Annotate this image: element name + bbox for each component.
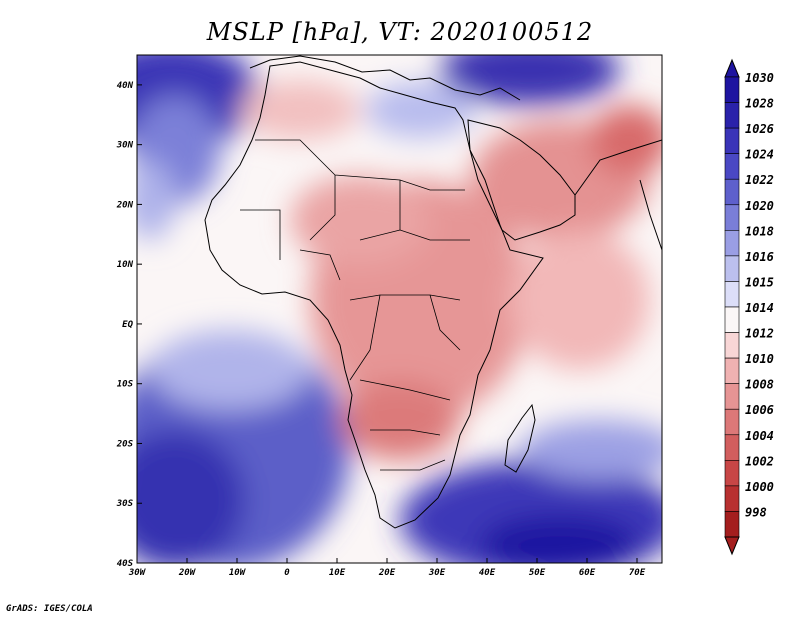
pressure-field	[137, 55, 662, 563]
caspian-high	[440, 55, 620, 105]
persia-low	[590, 105, 662, 175]
colorbar-swatch	[724, 306, 740, 333]
colorbar-swatch	[724, 485, 740, 512]
colorbar-label: 1014	[745, 301, 774, 315]
arabian-sea-field	[510, 230, 650, 370]
lon-tick-label: 60E	[579, 568, 596, 578]
map-frame	[136, 54, 663, 564]
colorbar-swatch	[724, 408, 740, 436]
colorbar-swatch	[724, 230, 740, 257]
lon-tick-label: 20W	[178, 568, 197, 578]
colorbar-swatch	[724, 153, 740, 180]
colorbar-swatch	[724, 102, 740, 129]
lat-tick-label: EQ	[122, 320, 133, 330]
colorbar-label: 1022	[745, 173, 774, 187]
lon-tick-label: 20E	[378, 568, 396, 578]
lon-tick-label: 0	[284, 568, 290, 578]
lat-tick-label: 10S	[117, 380, 134, 390]
south-atlantic-fringe	[150, 330, 310, 410]
colorbar-swatch	[724, 76, 740, 103]
south-atlantic-core	[137, 430, 245, 563]
colorbar-swatch	[724, 383, 740, 410]
colorbar-label: 1018	[745, 224, 774, 238]
africa-coastline	[204, 61, 544, 529]
colorbar-label: 1002	[745, 454, 774, 468]
latitude-axis: 40N 30N 20N 10N EQ 10S 20S 30S 40S	[116, 81, 142, 569]
colorbar-label: 1026	[745, 122, 774, 136]
lon-tick-label: 70E	[629, 568, 646, 578]
colorbar-swatch	[724, 511, 740, 538]
colorbar-swatch	[724, 357, 740, 384]
colorbar-label: 1006	[745, 403, 774, 417]
lon-tick-label: 10E	[329, 568, 346, 578]
southern-africa-low	[340, 380, 460, 460]
colorbar-label: 1015	[745, 275, 774, 289]
colorbar-swatch	[724, 460, 740, 487]
colorbar-swatch	[724, 332, 740, 359]
lat-tick-label: 40N	[117, 81, 134, 91]
lon-tick-label: 50E	[529, 568, 546, 578]
colorbar-swatch	[724, 178, 740, 206]
north-africa-field	[240, 80, 360, 140]
lat-tick-label: 30S	[116, 499, 134, 509]
colorbar-max-arrow	[724, 58, 740, 78]
colorbar-label: 1030	[745, 71, 774, 85]
lat-tick-label: 10N	[117, 260, 134, 270]
colorbar-label: 1028	[745, 97, 774, 111]
atlantic-high-edge	[137, 160, 175, 240]
colorbar-label: 1016	[745, 250, 774, 264]
credit-text: GrADS: IGES/COLA	[6, 604, 93, 614]
arabia-coastline	[467, 119, 576, 241]
colorbar-label: 1010	[745, 352, 774, 366]
indian-ocean-fringe	[520, 420, 662, 480]
colorbar: 1030 1028 1026 1024 1022 1020 1018 1016 1015 1014…	[724, 58, 774, 556]
colorbar-label: 1012	[745, 327, 774, 341]
lat-tick-label: 20S	[116, 439, 134, 449]
coastlines	[204, 55, 662, 529]
lon-tick-label: 30E	[428, 568, 446, 578]
lat-tick-label: 20N	[116, 200, 134, 210]
mediterranean-ridge	[365, 82, 475, 138]
colorbar-label: 1000	[745, 480, 774, 494]
colorbar-swatch	[724, 281, 740, 308]
colorbar-swatch	[724, 434, 740, 461]
colorbar-label: 1008	[745, 378, 774, 392]
colorbar-swatch	[724, 255, 740, 282]
longitude-axis: 30W 20W 10W 0 10E 20E 30E 40E 50E 60E 70E	[128, 558, 646, 578]
colorbar-label: 1020	[745, 199, 774, 213]
country-borders	[240, 139, 470, 471]
europe-coastline	[249, 55, 521, 101]
colorbar-swatch	[724, 127, 740, 154]
sahel-low	[290, 175, 430, 265]
colorbar-label: 1004	[745, 429, 774, 443]
lon-tick-label: 40E	[479, 568, 496, 578]
colorbar-min-arrow	[724, 536, 740, 556]
indian-ocean-core	[480, 515, 640, 563]
lat-tick-label: 30N	[116, 141, 134, 151]
colorbar-swatch	[724, 204, 740, 231]
map-title: MSLP [hPa], VT: 2020100512	[206, 18, 594, 46]
colorbar-label: 1024	[745, 148, 774, 162]
india-coastline	[639, 179, 662, 251]
lon-tick-label: 30W	[128, 568, 147, 578]
madagascar-coastline	[504, 403, 536, 473]
lat-tick-label: 40S	[117, 559, 134, 569]
asia-coastline	[574, 139, 662, 196]
colorbar-label: 998	[745, 505, 767, 519]
lon-tick-label: 10W	[229, 568, 247, 578]
